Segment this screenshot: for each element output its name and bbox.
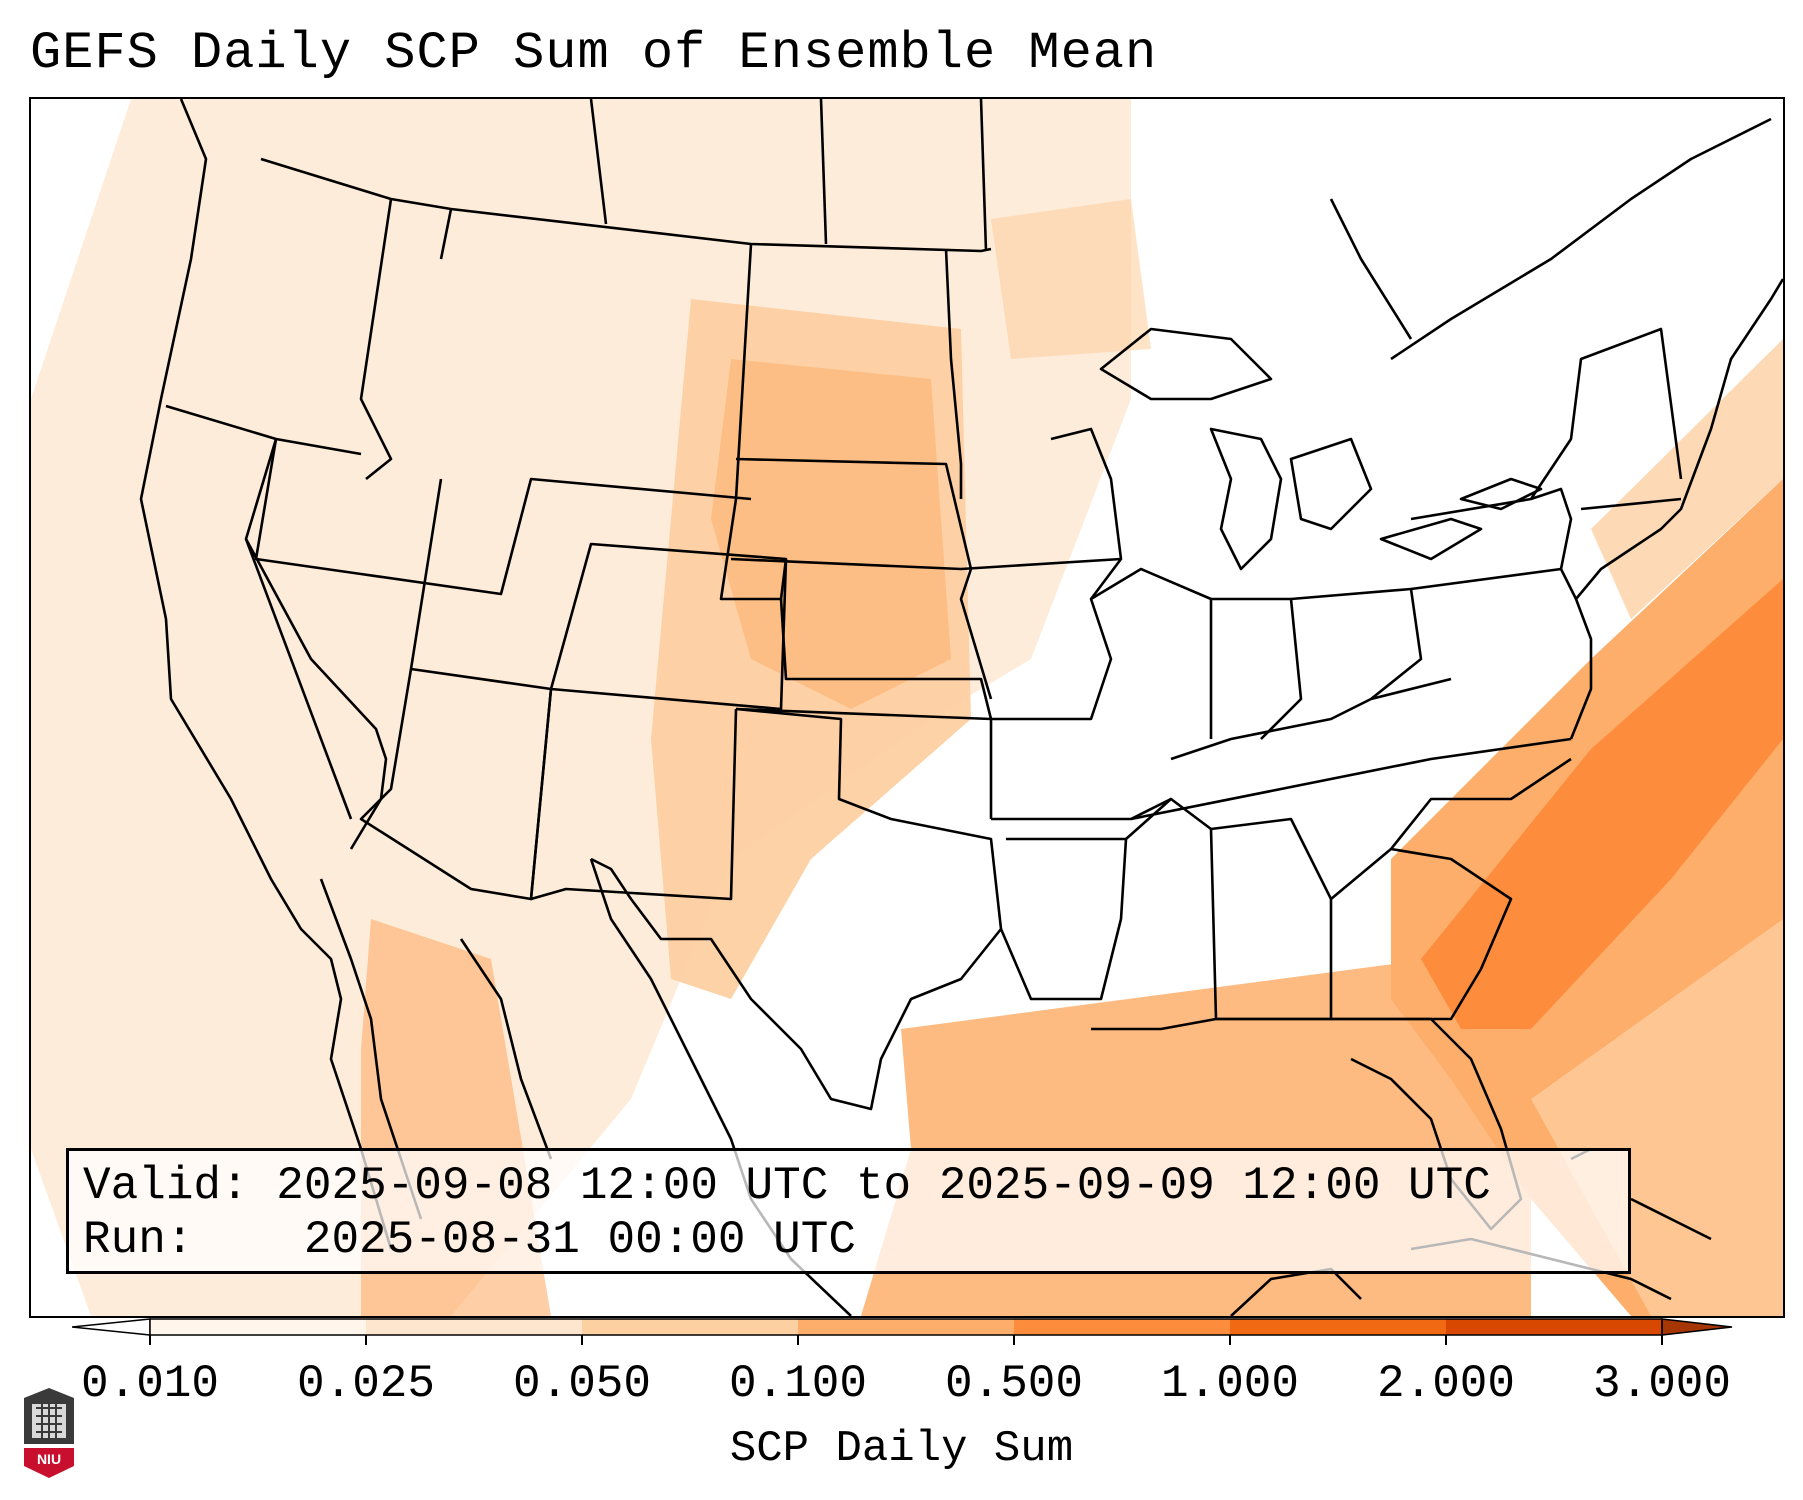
colorbar-tick-label: 0.050: [512, 1358, 652, 1410]
colorbar-tick-label: 0.025: [296, 1358, 436, 1410]
colorbar-segment: [582, 1319, 799, 1335]
colorbar-extend-min: [72, 1318, 151, 1336]
run-label: Run:: [83, 1214, 194, 1266]
colorbar-segment: [798, 1319, 1015, 1335]
valid-value: 2025-09-08 12:00 UTC to 2025-09-09 12:00…: [276, 1160, 1491, 1212]
colorbar-tick-label: 0.100: [728, 1358, 868, 1410]
colorbar: [72, 1318, 1733, 1345]
niu-logo: NIU: [24, 1388, 74, 1478]
colorbar-segment: [366, 1319, 583, 1335]
colorbar-segments: [72, 1318, 1733, 1336]
colorbar-extend-max: [1661, 1318, 1733, 1336]
map-canvas: [31, 99, 1783, 1316]
colorbar-tick-label: 0.500: [944, 1358, 1084, 1410]
niu-logo-text: NIU: [37, 1451, 61, 1467]
colorbar-label: SCP Daily Sum: [729, 1424, 1074, 1474]
colorbar-tick-label: 0.010: [80, 1358, 220, 1410]
colorbar-segment: [1014, 1319, 1231, 1335]
colorbar-tick-label: 2.000: [1376, 1358, 1516, 1410]
valid-line: Valid: 2025-09-08 12:00 UTC to 2025-09-0…: [83, 1159, 1614, 1213]
validity-box: Valid: 2025-09-08 12:00 UTC to 2025-09-0…: [66, 1148, 1631, 1274]
colorbar-segment: [1446, 1319, 1663, 1335]
scp-field: [31, 99, 1783, 1316]
run-line: Run: 2025-08-31 00:00 UTC: [83, 1213, 1614, 1267]
run-value: 2025-08-31 00:00 UTC: [303, 1214, 856, 1266]
state-borders: [139, 99, 1783, 1316]
colorbar-segment: [1230, 1319, 1447, 1335]
colorbar-segment: [150, 1319, 367, 1335]
page-title: GEFS Daily SCP Sum of Ensemble Mean: [30, 24, 1158, 83]
colorbar-ticks: [149, 1335, 1663, 1345]
colorbar-tick-label: 1.000: [1160, 1358, 1300, 1410]
valid-label: Valid:: [83, 1160, 249, 1212]
colorbar-outline: [149, 1318, 1663, 1336]
colorbar-tick-label: 3.000: [1592, 1358, 1732, 1410]
map-panel: [29, 97, 1785, 1318]
